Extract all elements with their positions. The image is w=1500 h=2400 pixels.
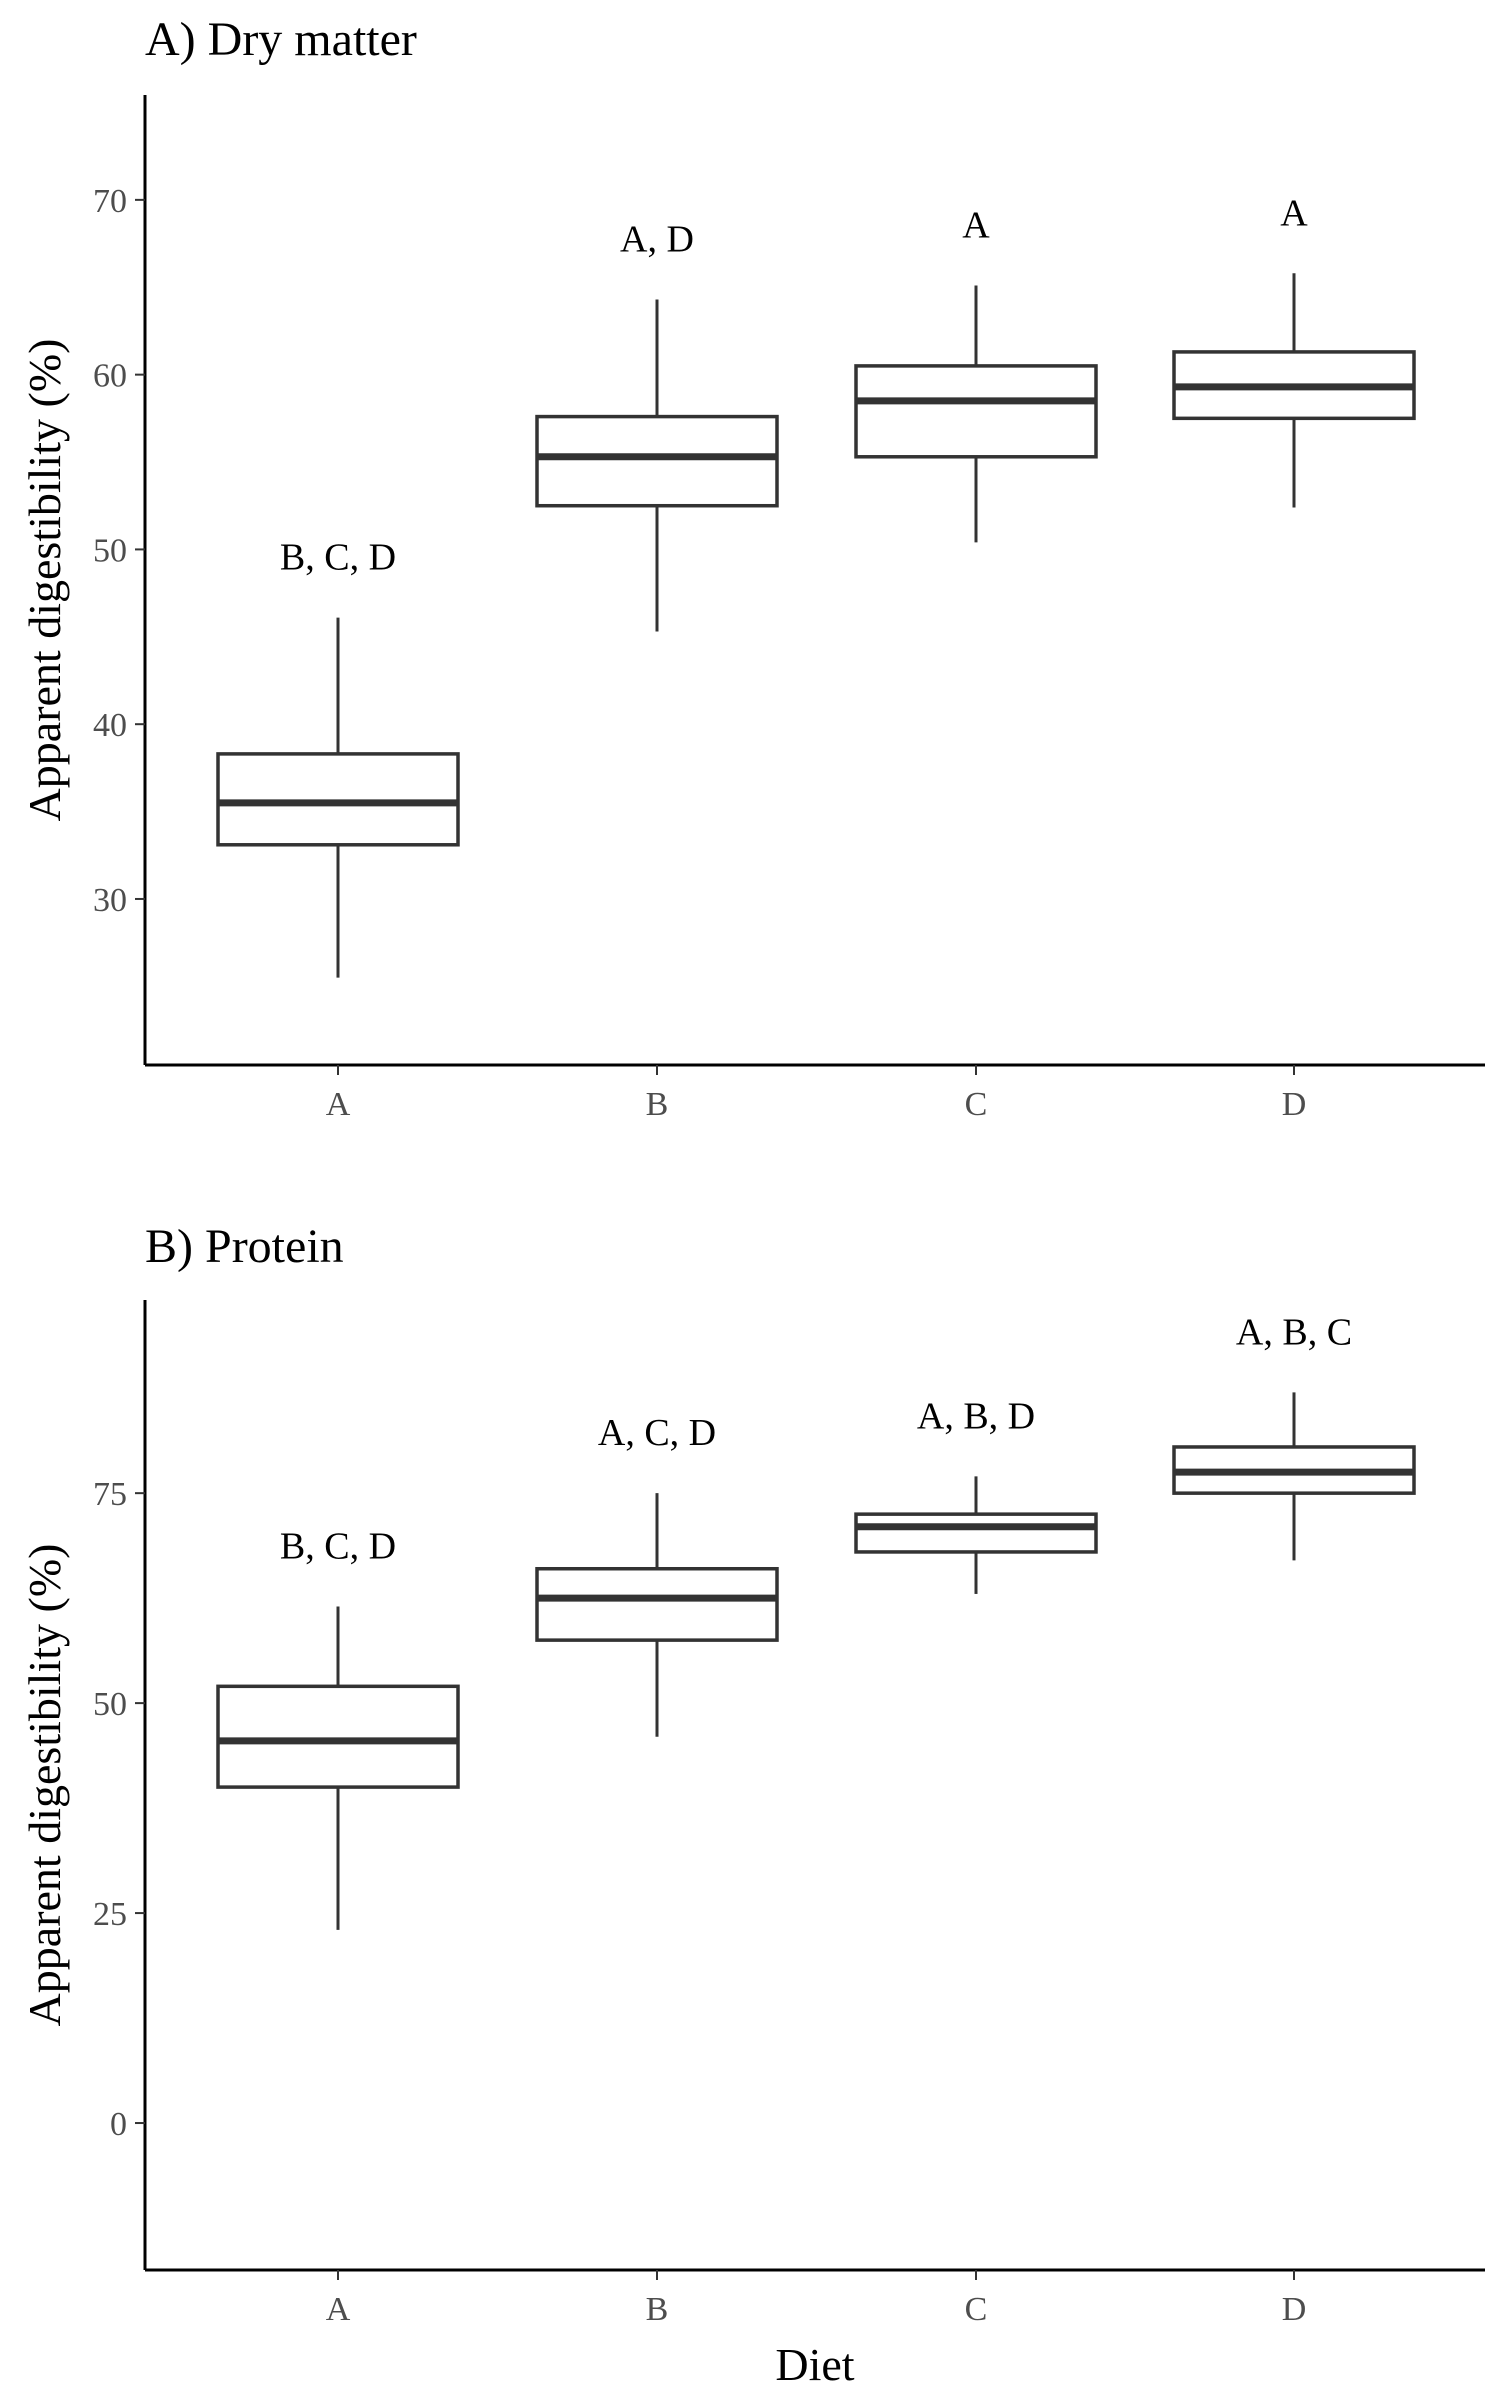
y-axis-title: Apparent digestibility (%)	[19, 1544, 70, 2027]
significance-label: B, C, D	[280, 1526, 396, 1568]
panel-title: A) Dry matter	[145, 13, 417, 66]
x-tick-label: C	[965, 1086, 988, 1123]
significance-label: B, C, D	[280, 537, 396, 579]
box-plot-b	[535, 299, 779, 632]
box-iqr	[216, 1684, 460, 1789]
y-tick-label: 70	[93, 183, 127, 220]
box-plot-c	[854, 285, 1098, 543]
y-tick-label: 30	[93, 882, 127, 919]
y-tick-label: 75	[93, 1476, 127, 1513]
box-iqr	[854, 1512, 1098, 1554]
significance-label: A, B, C	[1236, 1311, 1352, 1353]
x-tick-label: D	[1282, 2291, 1307, 2328]
panel-dry-matter: A) Dry matter 30 40 50 60 70 Apparent digestib…	[19, 13, 1485, 1123]
box-plot-c	[854, 1476, 1098, 1594]
significance-label: A, C, D	[598, 1412, 716, 1454]
significance-label: A, B, D	[917, 1395, 1035, 1437]
box-plot-a	[216, 617, 460, 978]
panel-title: B) Protein	[145, 1220, 344, 1273]
x-tick-label: A	[326, 2291, 351, 2328]
y-tick-label: 40	[93, 707, 127, 744]
y-tick-label: 50	[93, 532, 127, 569]
y-axis-title: Apparent digestibility (%)	[19, 339, 70, 822]
y-tick-label: 50	[93, 1686, 127, 1723]
x-tick-label: B	[646, 2291, 669, 2328]
significance-label: A	[962, 205, 990, 247]
box-plot-d	[1172, 273, 1416, 508]
box-plot-d	[1172, 1392, 1416, 1561]
box-plot-a	[216, 1606, 460, 1930]
x-tick-label: C	[965, 2291, 988, 2328]
x-tick-label: D	[1282, 1086, 1307, 1123]
panel-protein: B) Protein 0 25 50 75 Apparent digestibility …	[19, 1220, 1485, 2390]
y-tick-label: 25	[93, 1896, 127, 1933]
x-tick-label: B	[646, 1086, 669, 1123]
y-tick-label: 60	[93, 358, 127, 395]
box-iqr	[535, 414, 779, 508]
x-tick-label: A	[326, 1086, 351, 1123]
box-iqr	[535, 1566, 779, 1642]
significance-label: A, D	[620, 218, 694, 260]
significance-label: A	[1280, 192, 1308, 234]
x-axis-title: Diet	[775, 2339, 854, 2390]
y-tick-label: 0	[110, 2106, 127, 2143]
box-plot-b	[535, 1493, 779, 1737]
box-iqr	[854, 364, 1098, 459]
